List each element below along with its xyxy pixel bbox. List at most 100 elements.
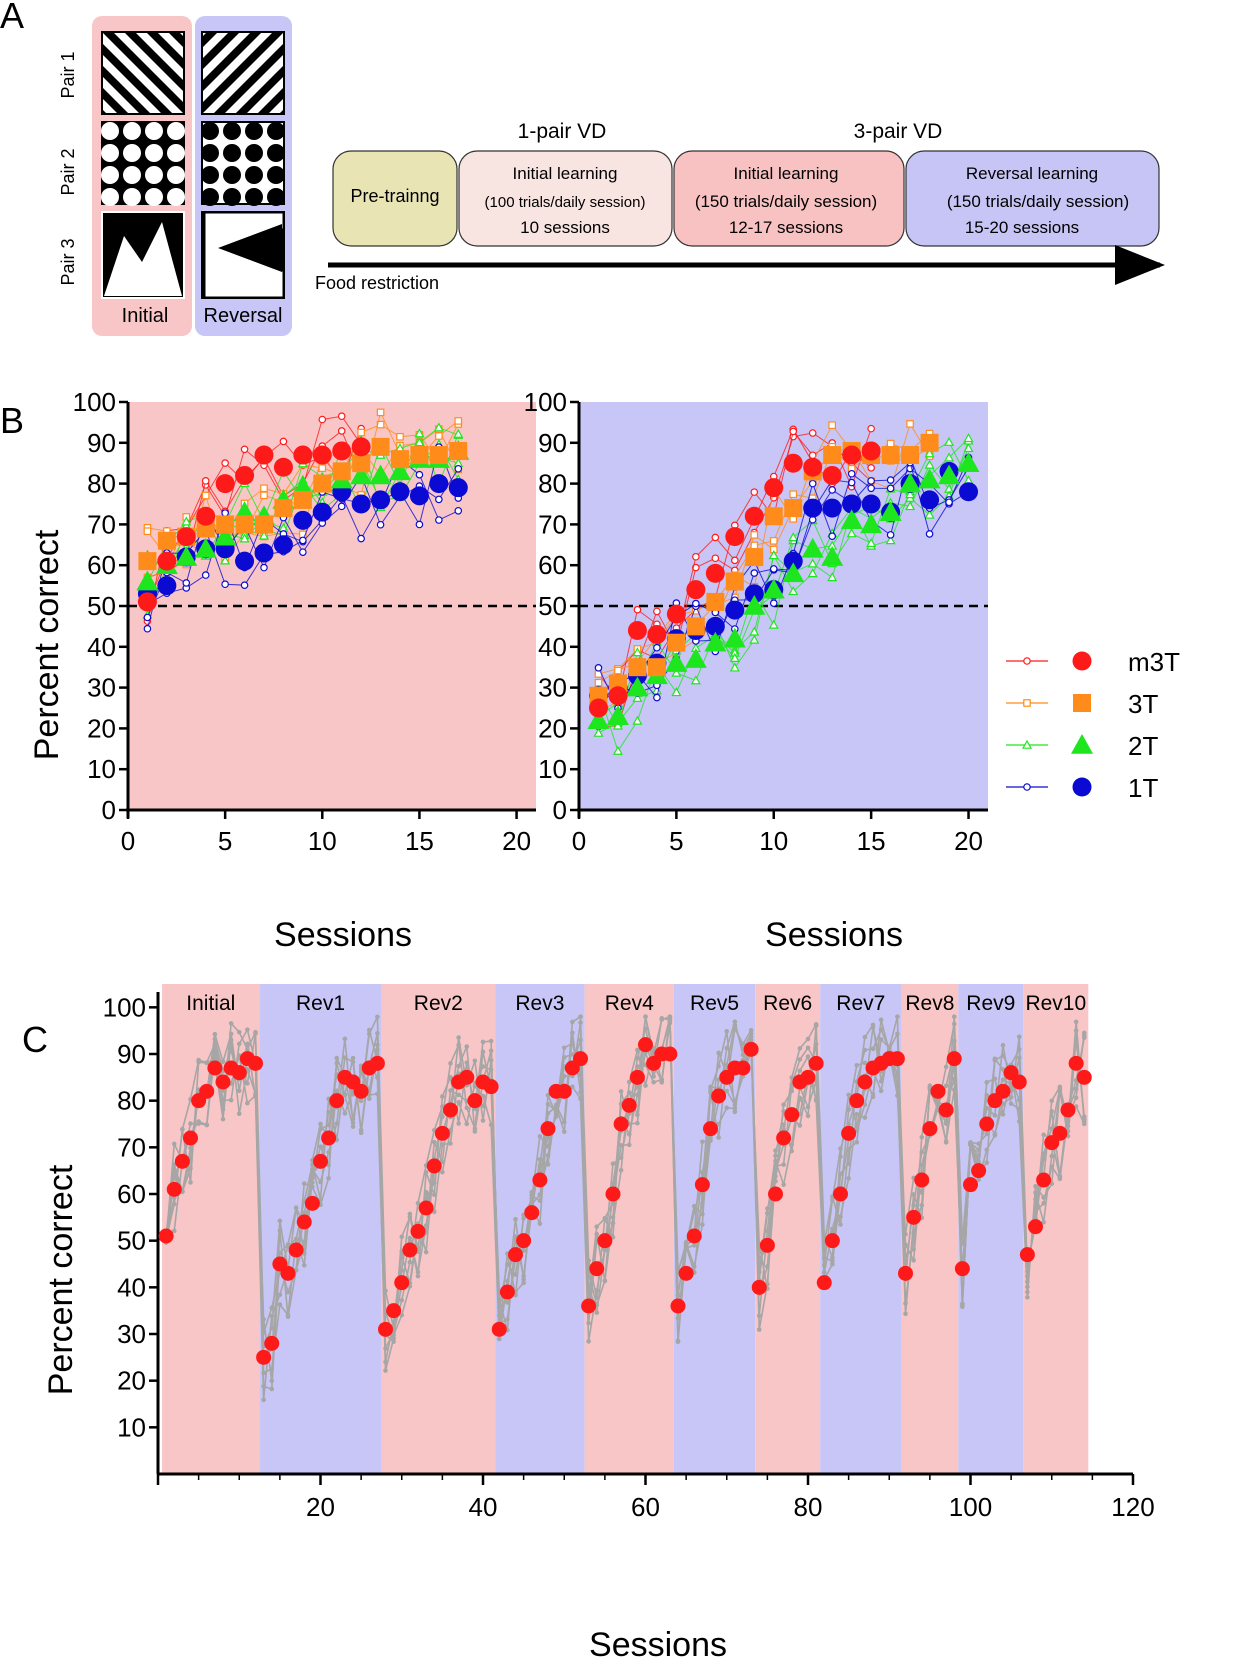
individual-point: [862, 1060, 868, 1066]
mean-point-m3T: [744, 506, 764, 526]
mean-point: [946, 1051, 962, 1067]
individual-point: [318, 1121, 323, 1127]
individual-point: [724, 1088, 730, 1094]
individual-point: [789, 427, 798, 436]
svg-text:(150 trials/daily session): (150 trials/daily session): [695, 192, 877, 211]
mean-point-m3T: [157, 551, 177, 571]
individual-point: [945, 498, 953, 507]
individual-point: [456, 1035, 461, 1040]
individual-point: [448, 1075, 453, 1080]
panel-c-y-label: Percent correct: [42, 1164, 80, 1395]
mean-point-3T: [429, 446, 448, 465]
individual-point: [716, 1063, 721, 1069]
pair-2-label: Pair 2: [58, 148, 78, 195]
individual-point: [878, 1037, 884, 1042]
individual-point: [643, 1083, 648, 1088]
mean-point: [995, 1083, 1011, 1099]
individual-point: [692, 599, 700, 608]
mean-point-m3T: [861, 441, 881, 461]
y-tick-label: 70: [87, 509, 116, 539]
mean-point: [711, 1088, 727, 1104]
individual-point: [553, 1102, 559, 1108]
individual-point: [911, 1258, 916, 1263]
mean-point: [824, 1233, 840, 1249]
individual-point: [245, 1027, 250, 1032]
mean-point: [378, 1321, 393, 1337]
individual-point: [1000, 1112, 1006, 1117]
individual-point: [358, 1127, 364, 1133]
mean-point-1T: [254, 543, 274, 563]
individual-point: [1041, 1195, 1046, 1200]
individual-point: [992, 1113, 998, 1118]
mean-point: [686, 1228, 702, 1244]
individual-point: [748, 1027, 754, 1033]
mean-point: [735, 1060, 751, 1076]
individual-point: [984, 1080, 990, 1085]
mean-point: [1068, 1055, 1084, 1071]
y-tick-label: 20: [538, 713, 567, 743]
mean-point-m3T: [647, 625, 667, 645]
individual-point: [635, 1055, 640, 1061]
mean-point-m3T: [293, 445, 313, 465]
individual-point: [301, 1181, 307, 1186]
mean-point-2T: [175, 546, 198, 566]
mean-point-m3T: [215, 474, 235, 494]
mean-point: [1019, 1247, 1035, 1263]
pair-3-label: Pair 3: [58, 238, 78, 285]
individual-point: [279, 437, 288, 446]
individual-point: [415, 1273, 421, 1279]
individual-point: [1073, 1019, 1079, 1025]
mean-point: [418, 1200, 434, 1216]
svg-text:(150 trials/daily session): (150 trials/daily session): [947, 192, 1129, 211]
mean-point-3T: [449, 441, 468, 460]
mean-point-m3T: [137, 592, 157, 612]
individual-point: [828, 486, 836, 494]
individual-point: [375, 1014, 380, 1020]
individual-point: [318, 415, 327, 424]
individual-point: [866, 537, 877, 547]
individual-point: [415, 470, 424, 479]
individual-point: [277, 1292, 283, 1298]
mean-point: [922, 1121, 938, 1137]
individual-point: [854, 1062, 860, 1068]
individual-point: [285, 1289, 291, 1295]
mean-point-3T: [823, 446, 842, 465]
individual-point: [618, 1167, 624, 1173]
individual-point: [240, 581, 249, 589]
mean-point-1T: [390, 482, 410, 502]
individual-point: [944, 452, 955, 462]
individual-point: [854, 1139, 860, 1145]
individual-point: [911, 1247, 916, 1252]
three-pair-vd-header: 3-pair VD: [854, 120, 943, 143]
y-tick-label: 10: [538, 754, 567, 784]
individual-point: [951, 1038, 957, 1044]
mean-point-2T: [782, 562, 805, 583]
individual-point: [212, 1046, 218, 1051]
individual-point: [505, 1278, 510, 1284]
individual-point: [1000, 1042, 1006, 1048]
individual-point: [1041, 1132, 1046, 1138]
mean-point: [914, 1172, 930, 1188]
individual-point: [236, 1111, 242, 1117]
individual-point: [797, 1057, 803, 1062]
svg-text:Initial learning: Initial learning: [513, 164, 618, 183]
individual-point: [700, 1139, 705, 1145]
mean-point: [1076, 1069, 1092, 1085]
mean-point-m3T: [764, 478, 784, 498]
individual-point: [196, 1059, 201, 1065]
mean-point: [158, 1228, 174, 1244]
individual-point: [846, 1092, 851, 1098]
individual-point: [480, 1093, 486, 1099]
individual-point: [632, 692, 643, 702]
mean-point: [833, 1186, 848, 1202]
individual-point: [221, 459, 229, 467]
individual-point: [228, 1097, 234, 1103]
mean-point-3T: [332, 462, 351, 481]
individual-point: [464, 1105, 470, 1111]
individual-point: [415, 520, 424, 529]
mean-point: [662, 1046, 678, 1062]
mean-point: [256, 1349, 272, 1365]
individual-point: [221, 580, 229, 589]
y-tick-label: 80: [117, 1086, 146, 1116]
mean-point: [516, 1233, 532, 1249]
